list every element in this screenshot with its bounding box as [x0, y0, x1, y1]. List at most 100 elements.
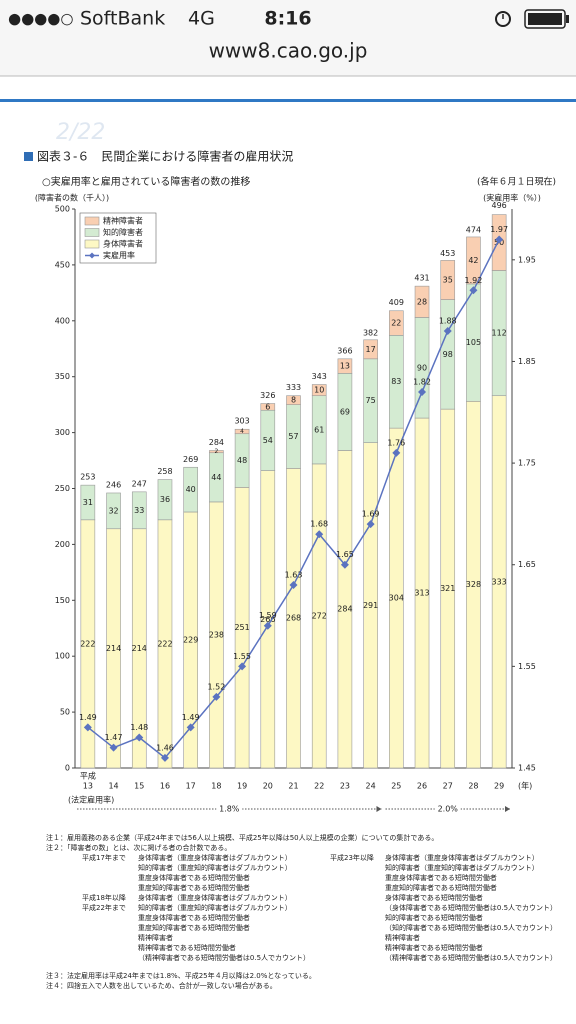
x-tick-label: 14 [108, 782, 118, 791]
title-square [24, 152, 33, 161]
bar-value-label: 75 [366, 396, 376, 405]
total-label: 343 [312, 372, 327, 381]
bar-segment [80, 484, 96, 521]
total-label: 474 [466, 226, 481, 235]
bar-value-label: 321 [440, 584, 455, 593]
rate-marker [418, 387, 427, 396]
carrier: SoftBank [80, 8, 165, 30]
legend-swatch [84, 239, 100, 249]
bar-value-label: 268 [286, 614, 301, 623]
x-tick-label: 24 [366, 782, 376, 791]
legal-rate-arrow [505, 806, 510, 812]
legend-label: 知的障害者 [103, 227, 143, 237]
x-tick-label: 27 [443, 782, 453, 791]
total-label: 284 [209, 438, 224, 447]
bar-value-label: 98 [443, 350, 453, 359]
x-tick-label: 25 [391, 782, 401, 791]
bar-value-label: 272 [312, 611, 327, 620]
x-tick-label: 29 [494, 782, 504, 791]
y2-tick-label: 1.65 [518, 560, 536, 569]
x-unit: (年) [518, 781, 532, 791]
total-label: 258 [157, 467, 172, 476]
bar-value-label: 48 [237, 456, 247, 465]
note-item: （精神障害者である短時間労働者は0.5人でカウント） [385, 953, 557, 962]
x-tick-label: 16 [160, 782, 170, 791]
total-label: 333 [286, 383, 301, 392]
battery-icon [524, 9, 569, 29]
bar-value-label: 54 [263, 436, 273, 445]
chart-title: 図表３-６ 民間企業における障害者の雇用状況 [37, 149, 293, 164]
note-item: 知的障害者（重度知的障害者はダブルカウント） [138, 863, 292, 872]
bar-value-label: 229 [183, 635, 198, 644]
note-item: 身体障害者（重度身体障害者はダブルカウント） [138, 893, 292, 902]
x-tick-label: 17 [186, 782, 196, 791]
total-label: 303 [234, 417, 249, 426]
note-period: 平成17年まで [82, 853, 126, 862]
y-tick-label: 300 [55, 428, 70, 437]
bar-value-label: 333 [492, 577, 507, 586]
note-item: 身体障害者（重度身体障害者はダブルカウント） [385, 853, 539, 862]
note-item: 身体障害者である短時間労働者 [385, 893, 483, 902]
bar-value-label: 105 [466, 338, 481, 347]
x-tick-label: 23 [340, 782, 350, 791]
total-label: 247 [132, 479, 147, 488]
total-label: 409 [389, 298, 404, 307]
chart-subtitle: ○実雇用率と雇用されている障害者の数の推移 [42, 175, 250, 188]
note-period: 平成18年以降 [82, 893, 126, 902]
url[interactable]: www8.cao.go.jp [209, 39, 368, 63]
rate-label: 1.63 [285, 571, 303, 580]
legal-rate-arrow [376, 806, 382, 812]
legend-swatch [84, 228, 100, 237]
bar-segment [311, 384, 327, 397]
bar-segment [157, 479, 173, 521]
legend-marker [89, 252, 95, 259]
legal-rate-bg [216, 803, 243, 815]
note-item: 身体障害者（重度身体障害者はダブルカウント） [138, 853, 292, 862]
watermark: 2/22 [56, 120, 105, 145]
note-item: （精神障害者である短時間労働者は0.5人でカウント） [138, 953, 310, 962]
rate-label: 1.69 [362, 510, 380, 519]
rate-marker [135, 733, 144, 742]
bar-segment [260, 403, 276, 411]
y2-axis-title: (実雇用率（%）) [483, 193, 541, 203]
x-tick-label: 28 [468, 782, 478, 791]
y2-tick-label: 1.85 [518, 357, 536, 366]
rate-label: 1.97 [490, 225, 508, 234]
total-label: 496 [492, 201, 507, 210]
y-tick-label: 250 [55, 484, 70, 493]
note-item: 精神障害者 [385, 933, 420, 942]
rate-marker [263, 621, 272, 630]
bar-value-label: 42 [468, 256, 478, 265]
note-item: 精神障害者である短時間労働者 [138, 943, 236, 952]
rate-label: 1.49 [79, 713, 97, 722]
bar-value-label: 266 [260, 615, 275, 624]
bar-value-label: 90 [417, 363, 427, 372]
rate-marker [83, 723, 92, 732]
note-item: （身体障害者である短時間労働者は0.5人でカウント） [385, 903, 557, 912]
x-tick-label: 21 [288, 782, 298, 791]
date-note: (各年６月１日現在) [477, 176, 556, 188]
x-tick-label: 15 [134, 782, 144, 791]
note-item: 重度身体障害者である短時間労働者 [385, 873, 497, 882]
rate-label: 1.65 [336, 550, 354, 559]
bar-value-label: 4 [240, 428, 244, 435]
note-item: 精神障害者 [138, 933, 173, 942]
legal-rate-value: 2.0% [438, 805, 459, 814]
bar-value-label: 304 [389, 594, 404, 603]
rate-label: 1.55 [233, 652, 251, 661]
note-item: （知的障害者である短時間労働者は0.5人でカウント） [385, 923, 557, 932]
note-item: 重度知的障害者である短時間労働者 [138, 883, 250, 892]
y-tick-label: 450 [55, 260, 70, 269]
x-tick-label: 20 [263, 782, 273, 791]
bar-value-label: 61 [314, 425, 324, 434]
note-item: 知的障害者（重度知的障害者はダブルカウント） [138, 903, 292, 912]
rate-label: 1.76 [387, 438, 405, 447]
bar-segment [131, 491, 147, 530]
rate-marker [238, 662, 247, 671]
bar-value-label: 222 [80, 639, 95, 648]
note-item: 重度身体障害者である短時間労働者 [138, 913, 250, 922]
rate-marker [366, 520, 375, 529]
y2-tick-label: 1.95 [518, 255, 536, 264]
legend-swatch [84, 216, 100, 226]
